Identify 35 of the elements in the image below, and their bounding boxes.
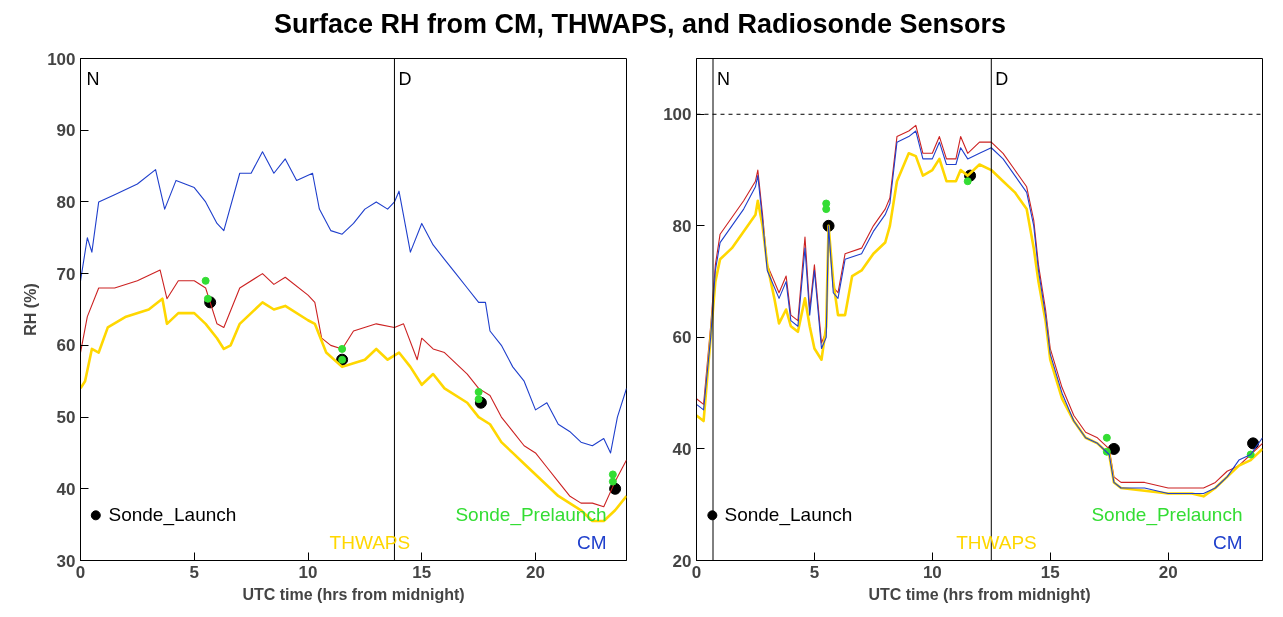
y-tick-label: 40	[56, 479, 76, 499]
y-tick-label: 60	[672, 328, 692, 348]
x-tick-label: 5	[809, 562, 820, 582]
x-tick-label: 0	[75, 562, 86, 582]
y-tick-label: 40	[672, 439, 692, 459]
y-tick-label: 50	[56, 408, 76, 428]
ref-line-label: D	[995, 68, 1009, 89]
x-tick-label: 10	[298, 562, 318, 582]
y-tick-label: 90	[56, 121, 76, 141]
y-axis-title: RH (%)	[22, 283, 40, 336]
x-tick-label: 0	[691, 562, 702, 582]
annotation: N	[86, 68, 100, 89]
text: CM	[576, 531, 607, 553]
x-tick-label: 20	[1158, 562, 1178, 582]
legend-label: Sonde_Launch	[108, 503, 237, 526]
chart-title: Surface RH from CM, THWAPS, and Radiosonde Sensors	[273, 8, 1007, 41]
y-tick-label: 80	[672, 216, 692, 236]
y-tick-label: 100	[663, 105, 692, 125]
ref-line-label: N	[717, 68, 731, 89]
ref-line-label: D	[398, 68, 412, 89]
x-tick-label: 5	[189, 562, 199, 582]
x-tick-label: 20	[526, 562, 545, 582]
y-tick-label: 60	[56, 336, 76, 356]
x-tick-label: 10	[922, 562, 942, 582]
text: Sonde_Prelaunch	[1091, 503, 1243, 526]
x-tick-label: 15	[412, 562, 432, 582]
y-tick-label: 100	[47, 49, 76, 69]
text: CM	[1212, 531, 1243, 553]
x-axis-title: UTC time (hrs from midnight)	[242, 585, 465, 603]
legend-label: Sonde_Launch	[724, 503, 853, 526]
x-tick-label: 15	[1040, 562, 1060, 582]
y-tick-label: 30	[56, 551, 76, 571]
x-axis-title: UTC time (hrs from midnight)	[868, 585, 1091, 603]
y-tick-label: 70	[56, 264, 76, 284]
y-tick-label: 80	[56, 192, 76, 212]
